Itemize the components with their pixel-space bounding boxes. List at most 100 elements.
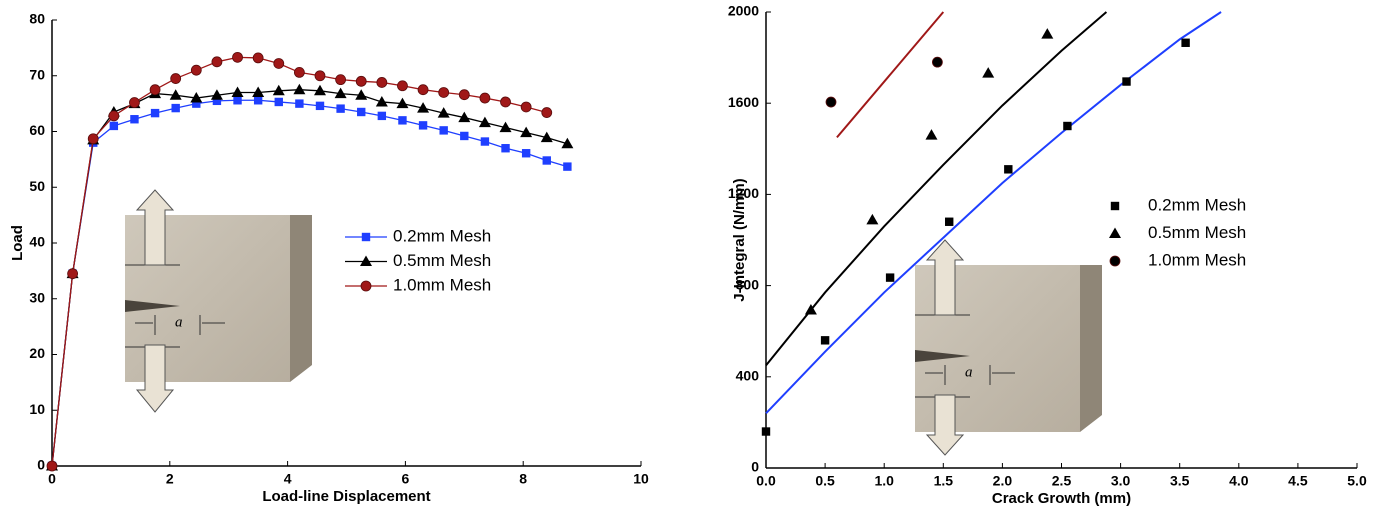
marker [210,89,223,100]
legend-marker [360,255,372,266]
marker [273,58,285,69]
x-tick-label: 4 [284,471,292,487]
marker [460,131,469,141]
marker [295,99,304,108]
marker [171,103,180,113]
legend-label: 1.0mm Mesh [1148,250,1246,269]
marker [438,87,450,98]
marker [561,137,574,149]
plot: 0 10 20 30 40 50 60 70 80 0 2 4 6 8 10 Load-line Displa… [9,11,649,505]
marker [355,75,367,87]
marker [375,95,388,107]
marker [398,116,407,125]
y-tick-label: 50 [29,178,45,194]
y-tick-label: 0 [751,459,759,475]
marker [129,97,140,108]
plot: 0 400 800 1200 1600 2000 0.0 0.5 1.0 1.5 2.0 2.5 3.0… [728,3,1367,507]
notch [915,350,970,362]
marker [335,74,347,86]
marker [563,162,572,171]
marker [542,156,551,165]
x-axis-label: Load-line Displacement [262,488,430,505]
marker [1063,121,1072,131]
marker [46,460,58,472]
marker [825,96,837,108]
block-side [1080,265,1102,432]
x-tick-label: 2 [166,471,174,487]
specimen-inset: a [915,239,1102,456]
x-tick-label: 4.0 [1229,473,1249,489]
marker [501,144,510,153]
marker [293,67,305,78]
marker [87,133,99,145]
y-tick-label: 1200 [728,185,759,201]
marker [925,129,938,140]
marker [212,96,222,106]
marker [982,67,995,78]
marker [931,56,943,68]
marker [376,77,388,88]
y-tick-label: 0 [37,457,45,473]
marker [397,80,408,92]
y-tick-label: 80 [29,11,45,27]
marker [804,303,817,315]
fit-line [836,11,945,139]
marker [521,149,531,158]
fit-line [765,11,1222,414]
x-tick-label: 3.5 [1170,473,1190,489]
marker [499,121,512,133]
y-tick-label: 40 [29,234,45,250]
inset-label: a [175,314,183,330]
x-tick-label: 4.5 [1288,473,1308,489]
marker [1181,38,1190,47]
legend-marker [1109,227,1121,238]
marker [458,111,471,123]
y-tick-label: 800 [736,276,760,292]
marker [233,96,242,105]
marker [334,87,347,99]
x-tick-label: 8 [519,471,527,487]
marker [314,70,326,82]
marker [169,89,182,100]
marker [945,217,954,226]
legend-label: 0.5mm Mesh [1148,223,1246,242]
y-axis-label: Load [9,225,26,261]
x-tick-label: 2.5 [1052,473,1072,489]
y-tick-label: 1600 [728,94,759,110]
marker [885,273,895,282]
x-tick-label: 0.5 [815,473,835,489]
marker [439,126,448,135]
marker [108,110,120,122]
arrow-down [135,344,175,413]
notch [125,300,180,312]
x-tick-label: 1.0 [874,473,894,489]
fit-line [765,11,1108,367]
y-tick-label: 70 [29,66,45,82]
marker [761,427,771,436]
x-tick-label: 5.0 [1347,473,1367,489]
marker [396,97,409,109]
x-tick-label: 0 [48,471,56,487]
marker [192,99,201,108]
legend-label: 0.2mm Mesh [393,226,491,245]
marker [418,121,428,130]
marker [190,92,203,103]
marker [150,108,160,118]
marker [232,51,243,63]
marker [252,86,265,97]
marker [67,268,79,280]
x-tick-label: 10 [633,471,649,487]
marker [272,84,285,96]
y-tick-label: 20 [29,345,45,361]
legend-label: 1.0mm Mesh [393,275,491,294]
marker [1122,77,1131,86]
marker [417,102,430,113]
specimen-inset: a [125,189,312,413]
legend-label: 0.2mm Mesh [1148,195,1246,214]
marker [109,121,119,131]
arrow-up [135,189,175,266]
marker [355,89,368,100]
marker [130,115,139,124]
y-tick-label: 2000 [728,3,759,19]
